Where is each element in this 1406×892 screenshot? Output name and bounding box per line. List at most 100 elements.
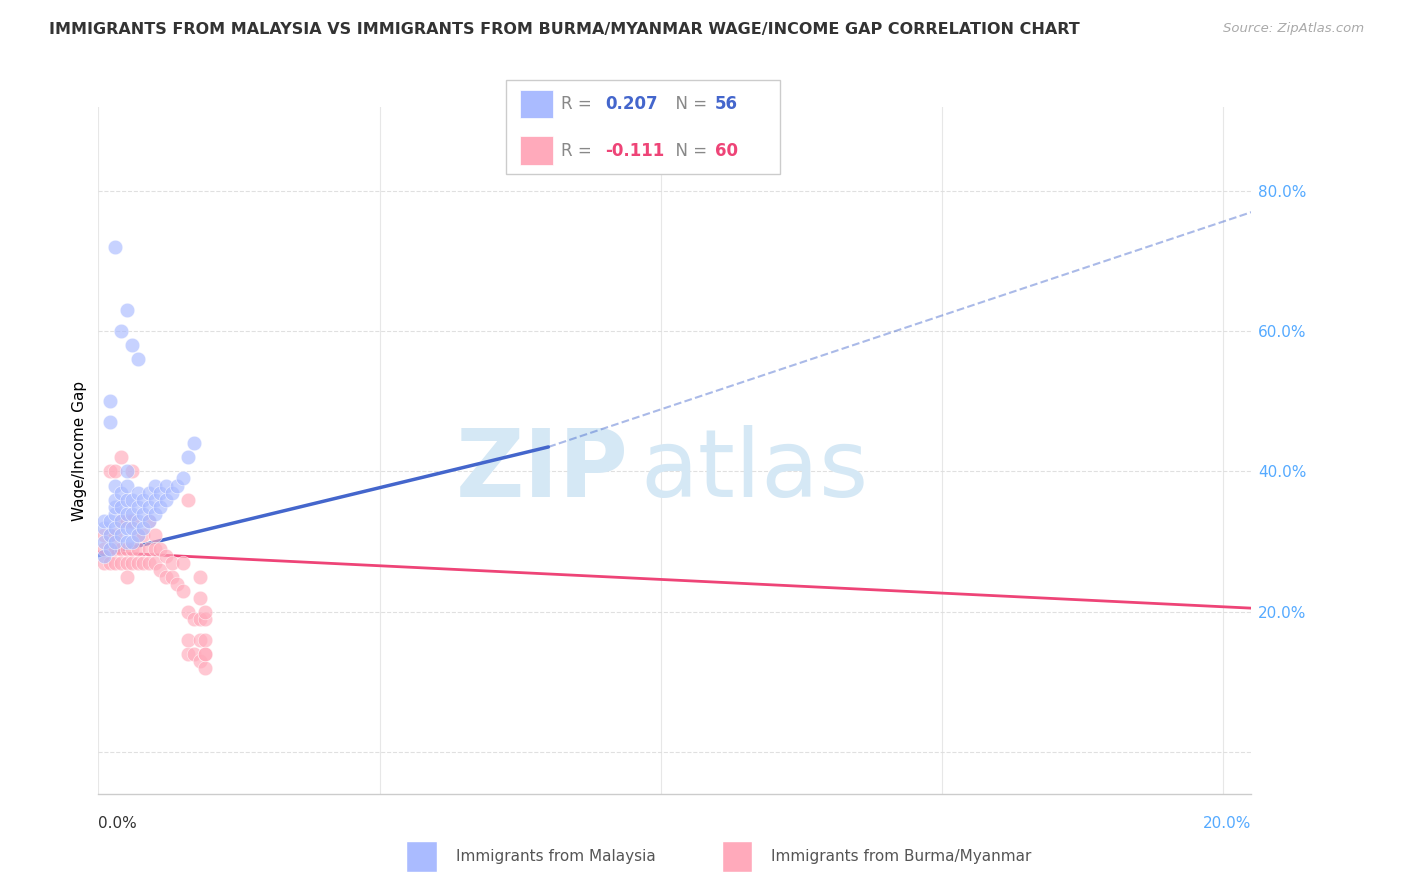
Point [121, 465, 143, 479]
Point [115, 541, 138, 556]
Point [121, 534, 143, 549]
Point [121, 492, 143, 507]
Point [149, 485, 172, 500]
Point [104, 520, 127, 534]
Point [166, 576, 188, 591]
Point [143, 478, 166, 492]
Point [121, 338, 143, 352]
Point [177, 492, 200, 507]
Text: 0.0%: 0.0% [98, 816, 138, 831]
Point [155, 569, 177, 583]
Text: Source: ZipAtlas.com: Source: ZipAtlas.com [1223, 22, 1364, 36]
Point [115, 569, 138, 583]
Point [104, 478, 127, 492]
Text: 0.207: 0.207 [605, 95, 658, 112]
Point [194, 605, 217, 619]
Point [143, 507, 166, 521]
Point [138, 485, 160, 500]
Point [104, 500, 127, 514]
Point [143, 492, 166, 507]
Point [149, 500, 172, 514]
Point [93, 541, 115, 556]
Point [138, 500, 160, 514]
Point [155, 478, 177, 492]
Point [110, 514, 132, 528]
Point [98, 527, 121, 541]
Text: N =: N = [665, 95, 713, 112]
Point [98, 541, 121, 556]
Point [127, 527, 149, 541]
Point [98, 416, 121, 430]
Point [104, 556, 127, 570]
Point [104, 507, 127, 521]
Point [172, 471, 194, 485]
Point [98, 527, 121, 541]
Point [132, 556, 155, 570]
Point [188, 591, 211, 605]
Point [121, 541, 143, 556]
Text: N =: N = [665, 142, 713, 160]
Point [138, 541, 160, 556]
Point [98, 465, 121, 479]
Point [172, 556, 194, 570]
Point [110, 514, 132, 528]
Point [194, 612, 217, 626]
Point [143, 527, 166, 541]
Point [132, 507, 155, 521]
Point [104, 492, 127, 507]
Point [188, 632, 211, 647]
Point [115, 514, 138, 528]
Text: ZIP: ZIP [456, 425, 628, 517]
Point [177, 647, 200, 661]
Point [132, 527, 155, 541]
Point [121, 514, 143, 528]
Point [127, 527, 149, 541]
Point [110, 556, 132, 570]
Point [166, 478, 188, 492]
Point [93, 549, 115, 563]
Point [194, 647, 217, 661]
Point [143, 556, 166, 570]
Point [98, 556, 121, 570]
FancyBboxPatch shape [506, 80, 780, 174]
Point [177, 632, 200, 647]
Point [115, 303, 138, 318]
Point [121, 556, 143, 570]
Point [188, 612, 211, 626]
Point [115, 478, 138, 492]
Point [160, 556, 183, 570]
Point [104, 465, 127, 479]
Point [149, 541, 172, 556]
Point [160, 485, 183, 500]
Point [98, 541, 121, 556]
Point [93, 514, 115, 528]
Point [104, 541, 127, 556]
Point [98, 514, 121, 528]
Text: Immigrants from Malaysia: Immigrants from Malaysia [456, 849, 655, 863]
Point [93, 556, 115, 570]
Point [172, 583, 194, 598]
Text: IMMIGRANTS FROM MALAYSIA VS IMMIGRANTS FROM BURMA/MYANMAR WAGE/INCOME GAP CORREL: IMMIGRANTS FROM MALAYSIA VS IMMIGRANTS F… [49, 22, 1080, 37]
Point [127, 500, 149, 514]
Bar [520, 136, 553, 164]
Bar [406, 840, 437, 872]
Point [132, 520, 155, 534]
Point [115, 465, 138, 479]
Point [110, 450, 132, 465]
Point [110, 541, 132, 556]
Text: -0.111: -0.111 [605, 142, 664, 160]
Point [160, 569, 183, 583]
Point [138, 556, 160, 570]
Text: 56: 56 [714, 95, 738, 112]
Point [155, 549, 177, 563]
Point [98, 394, 121, 409]
Point [121, 520, 143, 534]
Point [188, 654, 211, 668]
Text: 20.0%: 20.0% [1204, 816, 1251, 831]
Point [194, 647, 217, 661]
Point [138, 514, 160, 528]
Point [155, 492, 177, 507]
Bar [721, 840, 752, 872]
Y-axis label: Wage/Income Gap: Wage/Income Gap [72, 380, 87, 521]
Text: atlas: atlas [640, 425, 869, 517]
